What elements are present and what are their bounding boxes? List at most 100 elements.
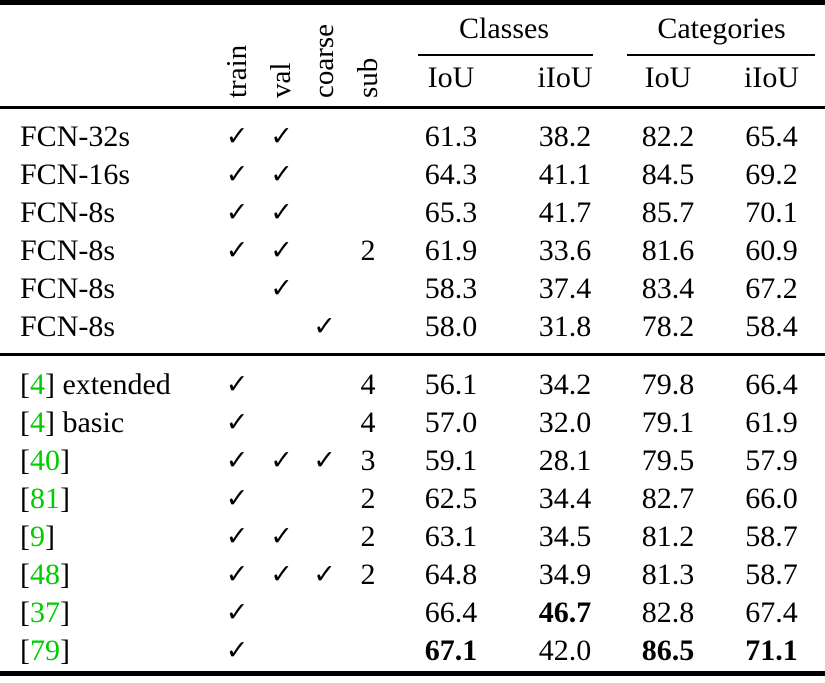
check-icon: ✓ [313, 311, 336, 342]
check-icon: ✓ [270, 559, 293, 590]
method-cell: FCN-8s [20, 310, 116, 343]
train-check-cell: ✓ [214, 232, 260, 270]
classes-iiou-cell: 32.0 [538, 406, 592, 439]
table-row: [79] ✓ 67.1 42.0 86.5 71.1 [0, 632, 825, 670]
categories-iiou-cell: 60.9 [745, 234, 798, 267]
check-icon: ✓ [313, 445, 336, 476]
classes-iiou-cell: 41.1 [538, 158, 592, 191]
classes-iiou-header: iIoU [537, 61, 593, 94]
train-check-cell: ✓ [214, 594, 260, 632]
classes-iou-cell: 62.5 [424, 482, 478, 515]
check-icon: ✓ [270, 235, 293, 266]
classes-iou-cell: 65.3 [424, 196, 478, 229]
table-row: [4] extended ✓ 4 56.1 34.2 79.8 66.4 [0, 366, 825, 404]
train-check-cell: ✓ [214, 556, 260, 594]
classes-iiou-cell: 31.8 [538, 310, 592, 343]
table-row: [40] ✓ ✓ ✓ 3 59.1 28.1 79.5 57.9 [0, 442, 825, 480]
citation-number: 48 [30, 558, 60, 591]
coarse-column-header: coarse [308, 23, 340, 98]
top-rule [0, 0, 825, 5]
categories-iou-cell: 79.5 [641, 444, 695, 477]
table-row: [37] ✓ 66.4 46.7 82.8 67.4 [0, 594, 825, 632]
classes-iou-cell: 67.1 [424, 634, 478, 667]
val-check-cell: ✓ [260, 556, 303, 594]
method-cell: FCN-16s [20, 158, 131, 191]
categories-iou-cell: 79.8 [641, 368, 695, 401]
sub-cell: 3 [360, 444, 376, 477]
categories-iou-cell: 83.4 [641, 272, 695, 305]
table-row: FCN-32s ✓ ✓ 61.3 38.2 82.2 65.4 [0, 118, 825, 156]
sub-cell: 2 [360, 558, 376, 591]
classes-iiou-cell: 28.1 [538, 444, 592, 477]
method-cell: [48] [20, 558, 70, 591]
classes-iiou-cell: 37.4 [538, 272, 592, 305]
check-icon: ✓ [225, 483, 249, 514]
categories-group-label: Categories [657, 12, 786, 45]
train-column-header: train [221, 44, 253, 98]
check-icon: ✓ [225, 159, 249, 190]
categories-iiou-header: iIoU [744, 61, 799, 94]
check-icon: ✓ [270, 159, 293, 190]
check-icon: ✓ [225, 521, 249, 552]
check-icon: ✓ [225, 121, 249, 152]
citation-number: 40 [30, 444, 60, 477]
check-icon: ✓ [225, 407, 249, 438]
coarse-check-cell: ✓ [303, 308, 346, 346]
categories-iou-cell: 82.7 [641, 482, 695, 515]
categories-iou-header: IoU [644, 61, 692, 94]
categories-iou-cell: 84.5 [641, 158, 695, 191]
categories-iou-cell: 81.3 [641, 558, 695, 591]
table-row: FCN-8s ✓ 58.0 31.8 78.2 58.4 [0, 308, 825, 346]
table-row: [81] ✓ 2 62.5 34.4 82.7 66.0 [0, 480, 825, 518]
classes-iou-header: IoU [427, 61, 475, 94]
categories-iiou-cell: 66.0 [745, 482, 798, 515]
coarse-check-cell: ✓ [303, 556, 346, 594]
check-icon: ✓ [225, 197, 249, 228]
column-group-header: Classes Categories [0, 8, 825, 50]
method-cell: [40] [20, 444, 70, 477]
val-column-header: val [265, 62, 297, 98]
categories-iiou-cell: 70.1 [745, 196, 798, 229]
method-cell: [4] extended [20, 368, 171, 401]
sub-cell: 2 [360, 234, 376, 267]
categories-iiou-cell: 69.2 [745, 158, 798, 191]
classes-iiou-cell: 34.9 [538, 558, 592, 591]
classes-iou-cell: 56.1 [424, 368, 478, 401]
bottom-rule [0, 671, 825, 676]
fcn-rows-section: FCN-32s ✓ ✓ 61.3 38.2 82.2 65.4 FCN-16s ✓ ✓ 64.3 41… [0, 118, 825, 346]
categories-iou-cell: 85.7 [641, 196, 695, 229]
coarse-check-cell: ✓ [303, 442, 346, 480]
categories-iiou-cell: 58.4 [745, 310, 798, 343]
train-check-cell: ✓ [214, 632, 260, 670]
check-icon: ✓ [270, 273, 293, 304]
classes-iiou-cell: 34.5 [538, 520, 592, 553]
train-check-cell: ✓ [214, 404, 260, 442]
train-check-cell: ✓ [214, 194, 260, 232]
classes-iiou-cell: 41.7 [538, 196, 592, 229]
check-icon: ✓ [225, 235, 249, 266]
table-row: FCN-16s ✓ ✓ 64.3 41.1 84.5 69.2 [0, 156, 825, 194]
categories-iou-cell: 81.2 [641, 520, 695, 553]
categories-iiou-cell: 61.9 [745, 406, 798, 439]
method-cell: [4] basic [20, 406, 125, 439]
categories-iiou-cell: 58.7 [745, 558, 798, 591]
check-icon: ✓ [225, 597, 249, 628]
method-cell: [9] [20, 520, 55, 553]
comparison-rows-section: [4] extended ✓ 4 56.1 34.2 79.8 66.4 [4] basic ✓… [0, 366, 825, 670]
categories-iiou-cell: 57.9 [745, 444, 798, 477]
table-row: [4] basic ✓ 4 57.0 32.0 79.1 61.9 [0, 404, 825, 442]
classes-iou-cell: 58.3 [424, 272, 478, 305]
check-icon: ✓ [270, 197, 293, 228]
table-row: [48] ✓ ✓ ✓ 2 64.8 34.9 81.3 58.7 [0, 556, 825, 594]
categories-iiou-cell: 66.4 [745, 368, 798, 401]
categories-iou-cell: 81.6 [641, 234, 695, 267]
check-icon: ✓ [270, 445, 293, 476]
method-cell: FCN-8s [20, 196, 116, 229]
table-row: [9] ✓ ✓ 2 63.1 34.5 81.2 58.7 [0, 518, 825, 556]
classes-iou-cell: 61.9 [424, 234, 478, 267]
check-icon: ✓ [225, 369, 249, 400]
subcolumn-header: IoU iIoU IoU iIoU [0, 58, 825, 98]
classes-iou-cell: 61.3 [424, 120, 478, 153]
header-rule [0, 106, 825, 109]
check-icon: ✓ [225, 635, 249, 666]
